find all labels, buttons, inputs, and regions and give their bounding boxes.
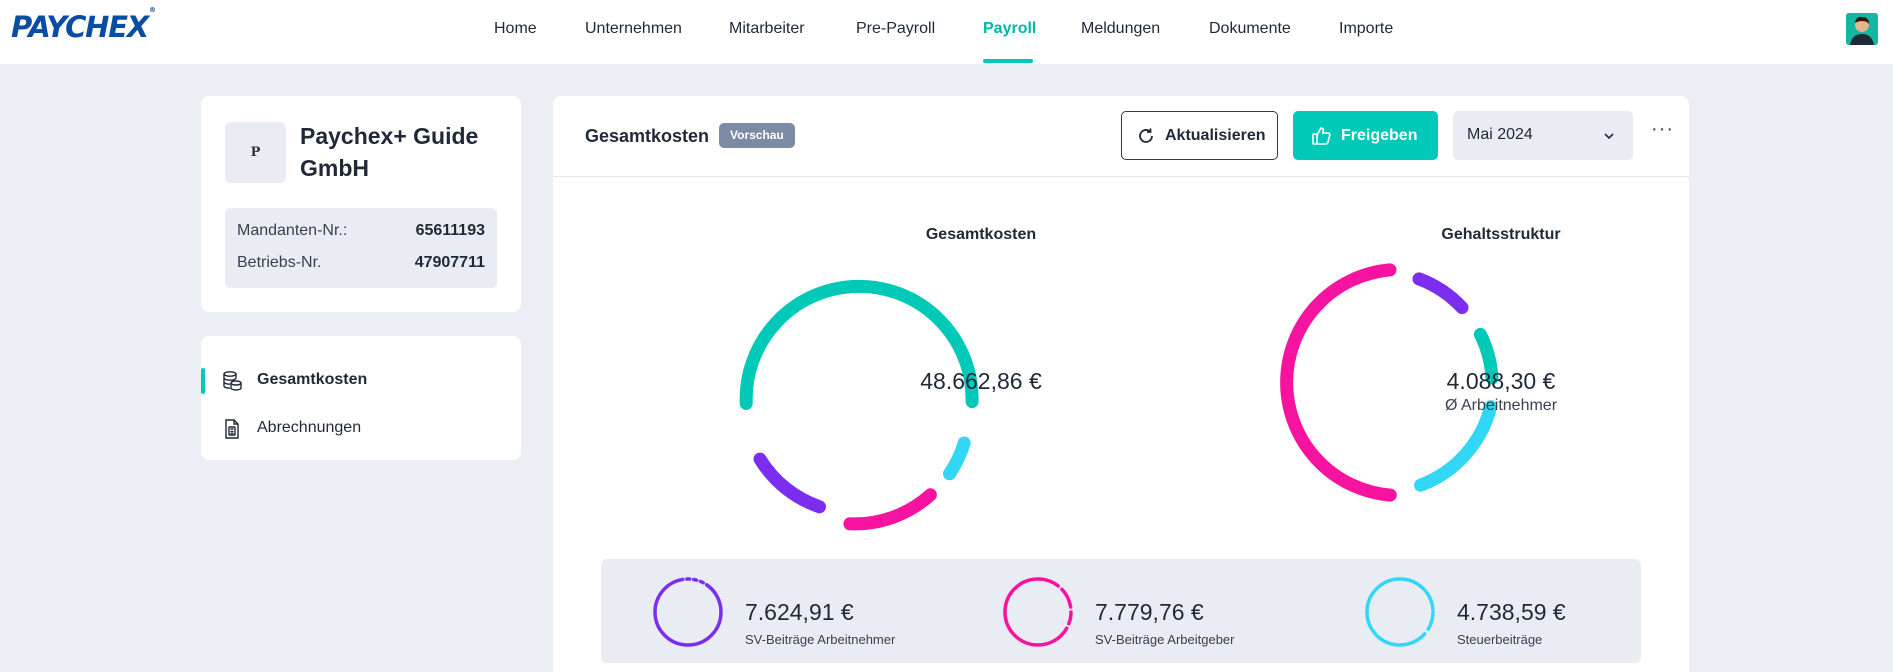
gesamtkosten-donut <box>739 279 979 531</box>
gehaltsstruktur-center: 4.088,30 € Ø Arbeitnehmer <box>1381 368 1621 415</box>
nav-item-pre-payroll[interactable]: Pre-Payroll <box>856 20 936 37</box>
summary-ring-purple <box>653 577 723 647</box>
company-logo: P <box>225 122 286 183</box>
side-menu-item-abrechnungen[interactable]: Abrechnungen <box>201 412 521 452</box>
donut-segment-pink <box>1280 263 1397 502</box>
betrieb-value: 47907711 <box>414 254 485 271</box>
more-options-button[interactable]: ··· <box>1651 118 1674 140</box>
summary-sv-arbeitgeber: 7.779,76 € SV-Beiträge Arbeitgeber <box>1001 575 1281 649</box>
summary-label: Steuerbeiträge <box>1457 632 1543 647</box>
betrieb-row: Betriebs-Nr. 47907711 <box>237 254 485 272</box>
summary-steuerbeitraege: 4.738,59 € Steuerbeiträge <box>1363 575 1643 649</box>
main-card: Gesamtkosten Vorschau Aktualisieren Frei… <box>553 96 1689 672</box>
coins-stack-icon <box>223 371 242 391</box>
summary-value: 7.779,76 € <box>1095 599 1204 625</box>
nav-item-home[interactable]: Home <box>494 20 537 37</box>
release-label: Freigeben <box>1341 126 1418 144</box>
gesamtkosten-center: 48.662,86 € <box>861 368 1101 395</box>
chevron-down-icon <box>1604 133 1614 140</box>
logo-text: PAYCHEX <box>11 10 149 44</box>
summary-sv-arbeitnehmer: 7.624,91 € SV-Beiträge Arbeitnehmer <box>651 575 931 649</box>
gehaltsstruktur-subtitle: Ø Arbeitnehmer <box>1444 397 1558 414</box>
betrieb-label: Betriebs-Nr. <box>237 254 322 271</box>
donut-segment-pink <box>843 488 937 531</box>
summary-label: SV-Beiträge Arbeitnehmer <box>745 632 896 647</box>
month-select[interactable]: Mai 2024 <box>1453 111 1633 160</box>
summary-value: 7.624,91 € <box>745 599 854 625</box>
thumbs-up-icon <box>1312 126 1331 145</box>
company-card: P Paychex+ Guide GmbH Mandanten-Nr.: 656… <box>201 96 521 312</box>
chart-title-gehaltsstruktur: Gehaltsstruktur <box>1441 226 1561 243</box>
nav-active-indicator <box>983 59 1033 63</box>
nav-item-payroll[interactable]: Payroll <box>983 20 1037 37</box>
summary-label: SV-Beiträge Arbeitgeber <box>1095 632 1235 647</box>
gehaltsstruktur-value: 4.088,30 € <box>1446 368 1556 394</box>
user-avatar[interactable] <box>1846 13 1878 45</box>
main-header: Gesamtkosten Vorschau Aktualisieren Frei… <box>553 96 1689 177</box>
nav-item-importe[interactable]: Importe <box>1339 20 1394 37</box>
preview-badge: Vorschau <box>719 123 795 148</box>
nav-item-meldungen[interactable]: Meldungen <box>1081 20 1161 37</box>
summary-ring-pink <box>1003 577 1073 647</box>
donut-segment-cyan <box>1414 400 1498 492</box>
summary-strip: 7.624,91 € SV-Beiträge Arbeitnehmer 7.77… <box>601 559 1641 663</box>
active-indicator <box>201 368 205 394</box>
top-navigation-bar: PAYCHEX® Home Unternehmen Mitarbeiter Pr… <box>0 0 1893 64</box>
paychex-logo[interactable]: PAYCHEX® <box>11 6 156 44</box>
refresh-button[interactable]: Aktualisieren <box>1121 111 1278 160</box>
mandant-row: Mandanten-Nr.: 65611193 <box>237 222 485 240</box>
side-menu: Gesamtkosten Abrechnungen <box>201 336 521 460</box>
gesamtkosten-value: 48.662,86 € <box>920 368 1042 394</box>
company-meta: Mandanten-Nr.: 65611193 Betriebs-Nr. 479… <box>225 208 497 288</box>
donut-segment-cyan <box>943 436 971 481</box>
side-menu-label: Abrechnungen <box>257 419 362 436</box>
user-avatar-image <box>1846 13 1878 45</box>
refresh-label: Aktualisieren <box>1165 126 1266 144</box>
donut-segment-purple <box>753 452 826 514</box>
refresh-icon <box>1139 128 1153 143</box>
mandant-label: Mandanten-Nr.: <box>237 222 348 239</box>
nav-item-mitarbeiter[interactable]: Mitarbeiter <box>729 20 805 37</box>
company-name: Paychex+ Guide GmbH <box>300 123 479 181</box>
donut-segment-teal <box>739 279 979 410</box>
nav-item-dokumente[interactable]: Dokumente <box>1209 20 1291 37</box>
chart-title-gesamtkosten: Gesamtkosten <box>925 226 1037 243</box>
nav-item-unternehmen[interactable]: Unternehmen <box>585 20 682 37</box>
page-title: Gesamtkosten <box>585 126 710 146</box>
donut-segment-teal <box>1473 327 1499 385</box>
release-button[interactable]: Freigeben <box>1293 111 1438 160</box>
donut-segment-purple <box>1412 272 1469 315</box>
summary-ring-cyan <box>1365 577 1435 647</box>
summary-value: 4.738,59 € <box>1457 599 1566 625</box>
gehaltsstruktur-donut <box>1280 263 1499 502</box>
document-calculator-icon <box>225 419 239 439</box>
side-menu-label: Gesamtkosten <box>257 371 368 388</box>
mandant-value: 65611193 <box>415 222 485 239</box>
month-select-value: Mai 2024 <box>1467 126 1533 143</box>
side-menu-item-gesamtkosten[interactable]: Gesamtkosten <box>201 364 521 404</box>
